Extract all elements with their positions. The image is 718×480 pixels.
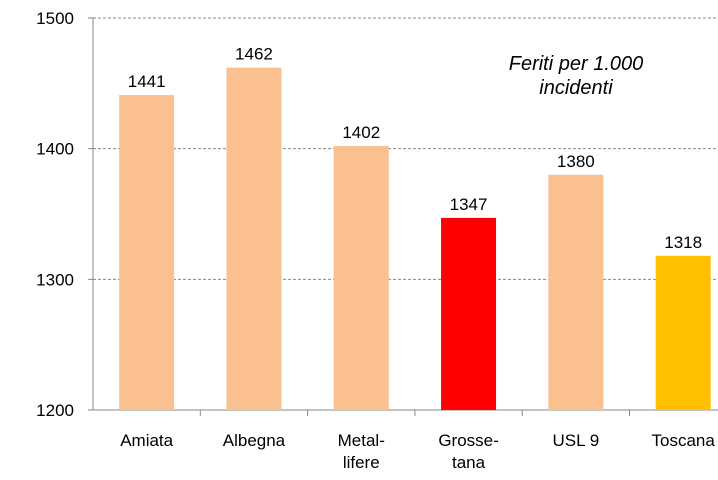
x-tick-label: Toscana (651, 431, 715, 450)
y-tick-label: 1200 (36, 401, 74, 420)
x-tick-label: Albegna (223, 431, 286, 450)
y-tick-label: 1500 (36, 9, 74, 28)
data-label: 1462 (235, 45, 273, 64)
x-tick-label: Amiata (120, 431, 173, 450)
y-tick-label: 1400 (36, 140, 74, 159)
data-label: 1318 (664, 233, 702, 252)
bar (441, 217, 497, 410)
x-tick-label: Grosse-tana (438, 431, 498, 472)
x-tick-label: USL 9 (553, 431, 600, 450)
x-tick-label: Metal-lifere (338, 431, 385, 472)
bar (226, 67, 282, 411)
annotation: Feriti per 1.000 incidenti (509, 53, 644, 99)
data-label: 1402 (342, 123, 380, 142)
data-label: 1441 (128, 72, 166, 91)
y-tick-label: 1300 (36, 270, 74, 289)
bar (333, 146, 389, 410)
data-label: 1380 (557, 152, 595, 171)
bar (119, 95, 175, 411)
data-label: 1347 (450, 195, 488, 214)
bar (548, 174, 604, 410)
bar (655, 255, 711, 410)
